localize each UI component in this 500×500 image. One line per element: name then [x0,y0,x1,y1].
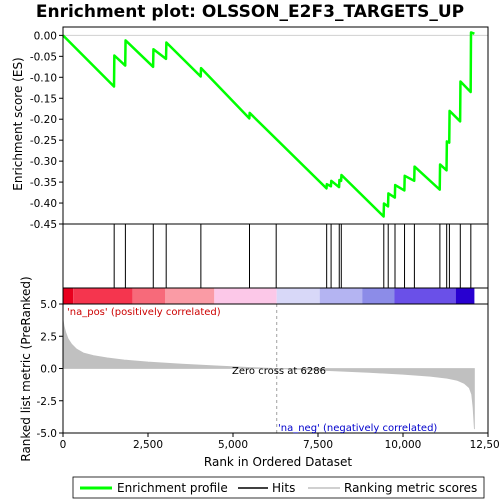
enrichment-profile-line [62,31,475,218]
color-bar-segment [319,288,363,304]
es-y-tick-label: -0.45 [30,219,57,231]
x-tick-label: 5,000 [218,439,248,451]
metric-y-tick-label: -5.0 [37,428,58,440]
hits-panel [62,223,489,289]
es-y-tick-label: -0.35 [30,177,57,189]
x-tick-label: 10,000 [385,439,422,451]
x-tick-label: 2,500 [133,439,163,451]
color-bar-segment [455,288,475,304]
es-y-tick-label: 0.00 [34,30,57,42]
color-bar-segment [165,288,215,304]
es-y-tick-label: -0.15 [30,93,57,105]
metric-y-tick-label: 0.0 [40,364,57,376]
metric-y-axis-label: Ranked list metric (PreRanked) [19,276,33,461]
es-y-tick-label: -0.05 [30,51,57,63]
legend-label-enrichment-profile: Enrichment profile [117,481,228,495]
color-bar-segment [362,288,395,304]
na-neg-annotation: 'na_neg' (negatively correlated) [278,423,437,434]
es-panel: 0.00 -0.05 -0.10 -0.15 -0.20 -0.25 -0.30 -0.35 -… [30,26,489,231]
rank-color-bar [62,287,489,305]
metric-y-tick-label: -2.5 [37,396,58,408]
color-bar-segment [214,288,277,304]
ranked-metric-panel: 5.0 2.5 0.0 -2.5 -5.0 [37,299,489,440]
legend: Enrichment profile Hits Ranking metric s… [72,476,485,499]
es-y-tick-label: -0.20 [30,114,57,126]
legend-box [72,476,485,499]
es-y-tick-label: -0.10 [30,72,57,84]
es-y-axis-label: Enrichment score (ES) [11,57,25,190]
es-y-tick-label: -0.40 [30,198,57,210]
x-tick-label: 0 [60,439,67,451]
chart-title: Enrichment plot: OLSSON_E2F3_TARGETS_UP [36,2,464,22]
color-bar-segment [73,288,133,304]
metric-y-tick-label: 5.0 [40,299,57,311]
legend-label-ranking-metric: Ranking metric scores [344,481,477,495]
x-axis-label: Rank in Ordered Dataset [204,455,352,469]
na-pos-annotation: 'na_pos' (positively correlated) [67,307,221,318]
es-y-tick-label: -0.30 [30,156,57,168]
es-plot-area [63,27,488,224]
color-bar-segment [132,288,165,304]
x-tick-label: 12,500 [470,439,500,451]
es-y-tick-label: -0.25 [30,135,57,147]
x-tick-label: 7,500 [303,439,333,451]
legend-label-hits: Hits [272,481,295,495]
x-axis: 0 2,500 5,000 7,500 10,000 12,500 [60,433,500,451]
ranking-metric-area [62,319,475,430]
metric-plot-border [62,303,489,434]
hits-plot-area [62,223,489,289]
color-bar-segment [63,288,74,304]
color-bar-segment [276,288,320,304]
zero-cross-annotation: Zero cross at 6286 [232,366,326,377]
color-bar-segment [394,288,456,304]
metric-y-tick-label: 2.5 [40,331,57,343]
